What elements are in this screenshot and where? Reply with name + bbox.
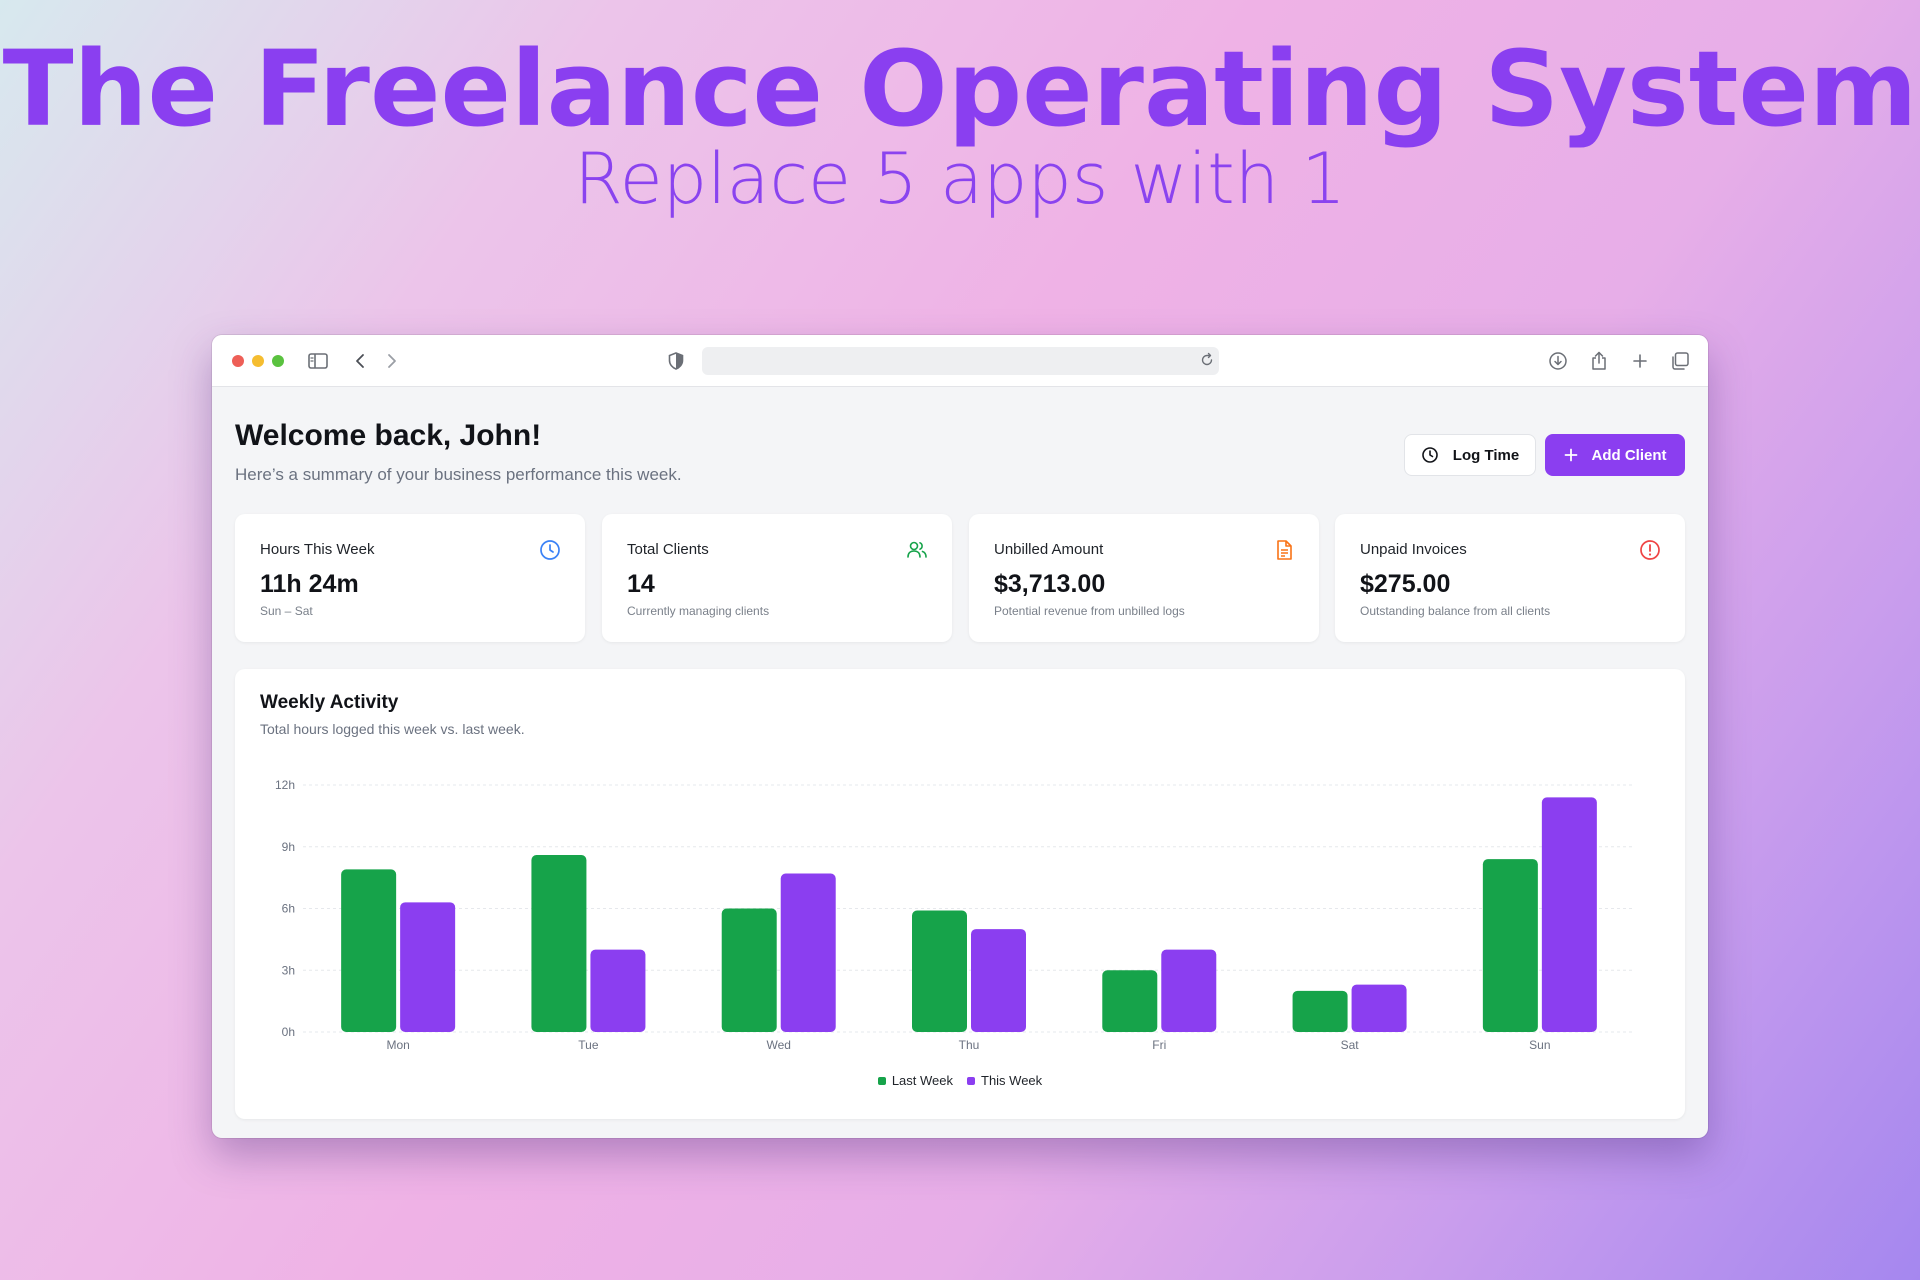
y-tick-label: 9h <box>282 840 295 854</box>
chart-title: Weekly Activity <box>260 692 399 713</box>
x-tick-label: Fri <box>1152 1038 1166 1052</box>
bar-this-week-sun[interactable] <box>1541 797 1597 1032</box>
stat-sub: Currently managing clients <box>627 604 770 618</box>
plus-icon <box>1564 448 1578 462</box>
weekly-activity-card: Weekly Activity Total hours logged this … <box>235 669 1685 1119</box>
clock-icon <box>539 539 561 561</box>
x-tick-label: Wed <box>766 1038 790 1052</box>
back-icon[interactable] <box>348 349 372 373</box>
stat-label: Total Clients <box>627 541 709 558</box>
hero-title: The Freelance Operating System <box>2 28 1918 150</box>
y-tick-label: 6h <box>282 902 295 916</box>
download-icon[interactable] <box>1546 349 1570 373</box>
bar-last-week-wed[interactable] <box>721 908 777 1033</box>
add-client-button[interactable]: Add Client <box>1545 434 1685 476</box>
forward-icon[interactable] <box>380 349 404 373</box>
bar-this-week-wed[interactable] <box>780 873 836 1032</box>
bar-last-week-sun[interactable] <box>1482 859 1538 1032</box>
document-icon <box>1273 539 1295 561</box>
page-title: Welcome back, John! <box>235 419 542 452</box>
add-client-label: Add Client <box>1591 446 1667 464</box>
y-tick-label: 3h <box>282 963 295 977</box>
share-icon[interactable] <box>1587 349 1611 373</box>
dashboard: Welcome back, John! Here’s a summary of … <box>212 387 1708 1138</box>
address-bar[interactable] <box>702 347 1219 375</box>
stat-label: Hours This Week <box>260 541 375 558</box>
bar-this-week-thu[interactable] <box>971 929 1026 1032</box>
bar-this-week-sat[interactable] <box>1351 984 1407 1032</box>
log-time-button[interactable]: Log Time <box>1404 434 1536 476</box>
page-subtitle: Here’s a summary of your business perfor… <box>235 465 682 484</box>
hero-subtitle: Replace 5 apps with 1 <box>574 138 1346 220</box>
log-time-label: Log Time <box>1452 446 1520 464</box>
browser-window: Welcome back, John! Here’s a summary of … <box>212 335 1708 1138</box>
stat-card-unbilled: Unbilled Amount $3,713.00 Potential reve… <box>969 514 1319 642</box>
bar-this-week-tue[interactable] <box>590 949 646 1032</box>
legend-label: This Week <box>981 1073 1043 1088</box>
stat-card-unpaid: Unpaid Invoices $275.00 Outstanding bala… <box>1335 514 1685 642</box>
bar-last-week-tue[interactable] <box>531 854 587 1032</box>
x-tick-label: Thu <box>959 1038 980 1052</box>
stat-value: 11h 24m <box>260 570 359 598</box>
stat-card-clients: Total Clients 14 Currently managing clie… <box>602 514 952 642</box>
x-tick-label: Sun <box>1529 1038 1550 1052</box>
browser-toolbar <box>212 335 1708 387</box>
legend-swatch <box>877 1076 886 1085</box>
legend-item[interactable]: This Week <box>967 1073 1042 1088</box>
minimize-window-button[interactable] <box>252 355 264 367</box>
shield-icon[interactable] <box>664 349 688 373</box>
stat-sub: Sun – Sat <box>260 604 313 618</box>
legend-label: Last Week <box>891 1073 953 1088</box>
chart-subtitle: Total hours logged this week vs. last we… <box>260 721 525 737</box>
x-tick-label: Mon <box>386 1038 409 1052</box>
sidebar-icon[interactable] <box>306 349 330 373</box>
chart-legend: Last Week This Week <box>235 1073 1685 1088</box>
legend-swatch <box>967 1076 975 1085</box>
y-tick-label: 0h <box>282 1025 295 1039</box>
bar-this-week-fri[interactable] <box>1161 949 1217 1032</box>
alert-circle-icon <box>1639 539 1661 561</box>
x-tick-label: Tue <box>578 1038 599 1052</box>
bar-this-week-mon[interactable] <box>400 902 456 1032</box>
users-icon <box>906 539 928 561</box>
x-tick-label: Sat <box>1341 1038 1360 1052</box>
new-tab-icon[interactable] <box>1628 349 1652 373</box>
stat-sub: Potential revenue from unbilled logs <box>994 604 1185 618</box>
stat-label: Unpaid Invoices <box>1360 541 1467 558</box>
clock-icon <box>1421 446 1439 464</box>
legend-item[interactable]: Last Week <box>877 1073 953 1088</box>
bar-last-week-sat[interactable] <box>1292 990 1348 1032</box>
bar-last-week-fri[interactable] <box>1102 970 1158 1032</box>
tabs-icon[interactable] <box>1668 349 1692 373</box>
weekly-activity-chart: 0h 3h 6h 9h 12h Mon Tue Wed Thu Fri Sat Sun <box>275 778 1635 1052</box>
y-tick-label: 12h <box>275 778 295 792</box>
bar-last-week-mon[interactable] <box>341 869 397 1032</box>
close-window-button[interactable] <box>232 355 244 367</box>
stat-value: 14 <box>627 570 655 598</box>
stat-sub: Outstanding balance from all clients <box>1360 604 1551 618</box>
stat-card-hours: Hours This Week 11h 24m Sun – Sat <box>235 514 585 642</box>
bar-last-week-thu[interactable] <box>912 910 967 1032</box>
maximize-window-button[interactable] <box>272 355 284 367</box>
reload-icon[interactable] <box>1199 352 1215 373</box>
stat-value: $3,713.00 <box>994 570 1106 598</box>
stat-value: $275.00 <box>1360 570 1451 598</box>
stat-label: Unbilled Amount <box>994 541 1104 558</box>
